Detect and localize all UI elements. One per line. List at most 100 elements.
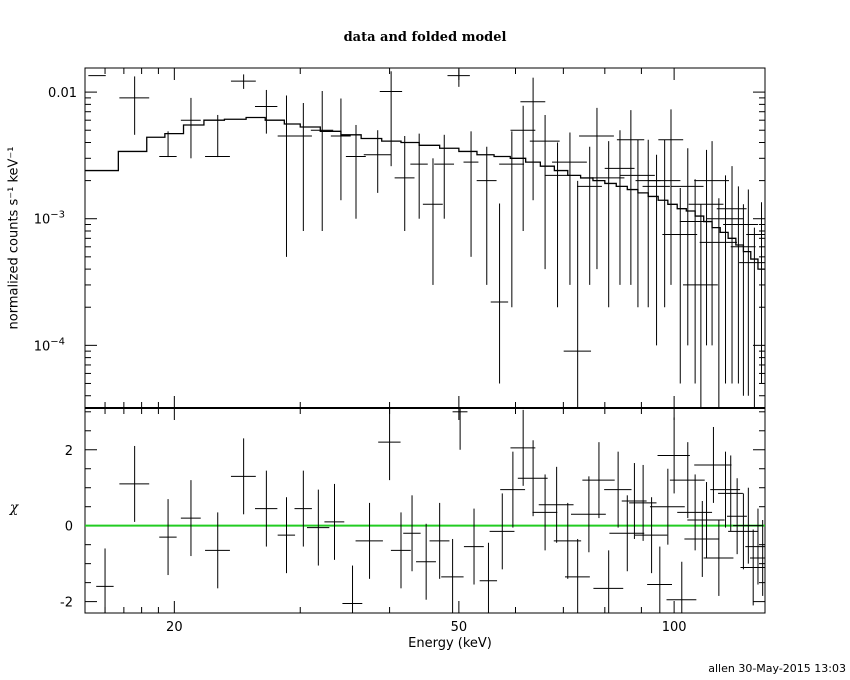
residual-point xyxy=(96,548,114,613)
residual-point xyxy=(669,442,705,519)
y-tick-label: 10−3 xyxy=(34,210,65,228)
data-point xyxy=(345,124,366,219)
data-point xyxy=(463,131,479,257)
residual-point xyxy=(324,483,345,560)
residual-point xyxy=(355,502,383,579)
x-axis-label: Energy (keV) xyxy=(408,636,492,651)
y-tick-label: 10−4 xyxy=(34,336,65,354)
residual-point xyxy=(441,538,464,613)
data-point xyxy=(662,187,698,384)
residual-point xyxy=(710,451,741,528)
x-tick-label: 100 xyxy=(662,620,687,635)
residual-point xyxy=(517,440,548,517)
residual-point xyxy=(403,495,421,572)
data-point xyxy=(658,109,684,285)
data-point xyxy=(520,77,546,201)
residual-point xyxy=(582,442,615,519)
data-point xyxy=(205,114,230,158)
y-axis-label-spectrum: normalized counts s⁻¹ keV⁻¹ xyxy=(7,147,22,330)
data-point xyxy=(642,154,670,346)
residual-point xyxy=(378,408,401,481)
data-point xyxy=(699,198,737,408)
residual-point xyxy=(390,512,411,589)
footer-timestamp: allen 30-May-2015 13:03 xyxy=(708,662,846,675)
residual-point xyxy=(684,501,720,577)
residual-point xyxy=(553,502,582,579)
data-point xyxy=(579,107,614,270)
residual-point xyxy=(703,519,734,596)
data-point xyxy=(604,130,635,285)
data-point xyxy=(616,110,645,285)
residual-point xyxy=(718,455,743,532)
data-point xyxy=(476,146,497,285)
data-point xyxy=(119,76,150,135)
residual-point xyxy=(119,445,150,522)
data-point xyxy=(180,97,201,159)
chart-title: data and folded model xyxy=(343,30,507,45)
y-tick-label: 0.01 xyxy=(48,86,77,101)
data-point xyxy=(330,98,351,201)
residual-point xyxy=(452,408,468,450)
model-step-line xyxy=(85,116,765,270)
data-point xyxy=(577,146,602,285)
data-point xyxy=(620,139,655,308)
data-point xyxy=(410,133,428,219)
residual-point xyxy=(489,493,515,570)
data-point xyxy=(510,105,536,231)
data-point xyxy=(529,114,560,270)
residual-point xyxy=(609,495,645,572)
data-point xyxy=(706,175,744,384)
residual-point xyxy=(180,480,201,557)
residual-point xyxy=(277,497,296,574)
residual-point xyxy=(254,470,278,547)
residual-point xyxy=(749,519,765,596)
residual-point xyxy=(416,523,436,600)
residual-point xyxy=(604,451,632,528)
data-point xyxy=(294,103,312,231)
x-tick-label: 50 xyxy=(451,620,468,635)
data-point xyxy=(694,141,729,346)
data-point xyxy=(716,166,747,384)
residual-point xyxy=(500,451,526,528)
residual-point xyxy=(294,470,312,547)
residual-y-tick-label: 0 xyxy=(65,520,73,535)
residual-point xyxy=(593,550,624,613)
data-point xyxy=(739,227,765,408)
residual-point xyxy=(510,409,536,486)
data-point xyxy=(490,203,509,384)
data-point xyxy=(422,158,443,285)
x-tick-label: 20 xyxy=(166,620,183,635)
data-point xyxy=(434,134,455,219)
data-point xyxy=(688,149,724,346)
data-point xyxy=(738,189,759,396)
residual-point xyxy=(342,565,363,613)
residual-point xyxy=(532,474,558,551)
data-point xyxy=(679,179,710,384)
data-point xyxy=(648,139,681,308)
data-point xyxy=(254,89,278,134)
data-point xyxy=(447,69,470,87)
residual-point xyxy=(657,417,690,494)
residual-point xyxy=(205,512,230,589)
residual-point xyxy=(647,546,672,613)
residual-point xyxy=(463,508,484,585)
data-point xyxy=(379,71,403,167)
residual-point xyxy=(564,538,590,613)
residual-point xyxy=(570,476,606,553)
data-point xyxy=(730,204,756,396)
data-point xyxy=(671,148,704,346)
y-axis-label-text: normalized counts s⁻¹ keV⁻¹ xyxy=(6,146,22,330)
data-point xyxy=(499,131,525,308)
data-point xyxy=(310,91,334,231)
residual-y-tick-label: -2 xyxy=(60,596,73,611)
data-point xyxy=(394,136,415,231)
data-point xyxy=(159,131,177,158)
residual-point xyxy=(629,464,657,541)
residual-point xyxy=(306,489,330,566)
residual-point xyxy=(666,561,697,613)
spectrum-frame xyxy=(84,67,766,409)
data-point xyxy=(363,130,392,193)
residual-point xyxy=(745,508,765,585)
residual-point xyxy=(159,499,177,576)
